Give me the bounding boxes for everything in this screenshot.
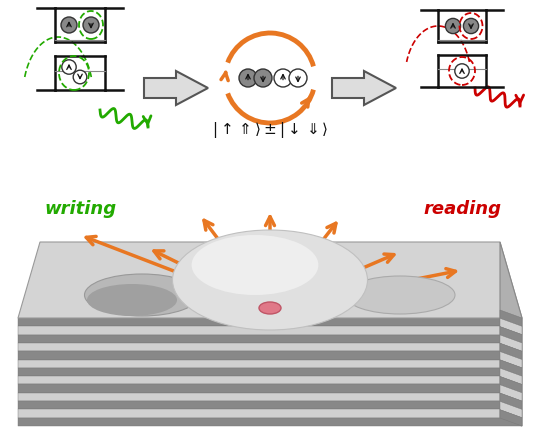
Circle shape [463,18,478,33]
Polygon shape [18,418,522,426]
Polygon shape [500,410,522,426]
Polygon shape [332,71,396,105]
Circle shape [239,69,257,87]
Polygon shape [500,318,522,335]
Polygon shape [500,242,522,426]
Polygon shape [18,384,522,393]
Polygon shape [18,393,522,401]
Ellipse shape [172,230,368,330]
Ellipse shape [259,302,281,314]
Polygon shape [18,242,522,318]
Circle shape [455,64,469,78]
Polygon shape [18,409,522,418]
Polygon shape [18,343,522,351]
Polygon shape [18,326,522,335]
Text: $|\uparrow\Uparrow\rangle \pm |\downarrow\Downarrow\rangle$: $|\uparrow\Uparrow\rangle \pm |\downarro… [212,120,328,140]
Ellipse shape [84,274,199,316]
Circle shape [73,70,87,84]
Polygon shape [144,71,208,105]
Polygon shape [18,376,522,384]
Ellipse shape [345,276,455,314]
Polygon shape [500,351,522,368]
Polygon shape [18,335,522,343]
Circle shape [446,18,461,33]
Circle shape [254,69,272,87]
Ellipse shape [192,235,319,295]
Polygon shape [18,351,522,360]
Polygon shape [18,368,522,376]
Polygon shape [500,343,522,360]
Polygon shape [500,310,522,326]
Circle shape [83,17,99,33]
Polygon shape [500,402,522,418]
Circle shape [289,69,307,87]
Polygon shape [500,368,522,384]
Polygon shape [500,377,522,393]
Polygon shape [500,385,522,401]
Polygon shape [18,360,522,368]
Polygon shape [18,401,522,409]
Polygon shape [500,360,522,376]
Polygon shape [500,335,522,351]
Polygon shape [500,326,522,343]
Text: reading: reading [423,200,501,218]
Polygon shape [18,318,522,326]
Circle shape [274,69,292,87]
Text: writing: writing [44,200,116,218]
Circle shape [61,17,77,33]
Polygon shape [500,393,522,409]
Circle shape [62,60,76,74]
Ellipse shape [87,284,177,316]
